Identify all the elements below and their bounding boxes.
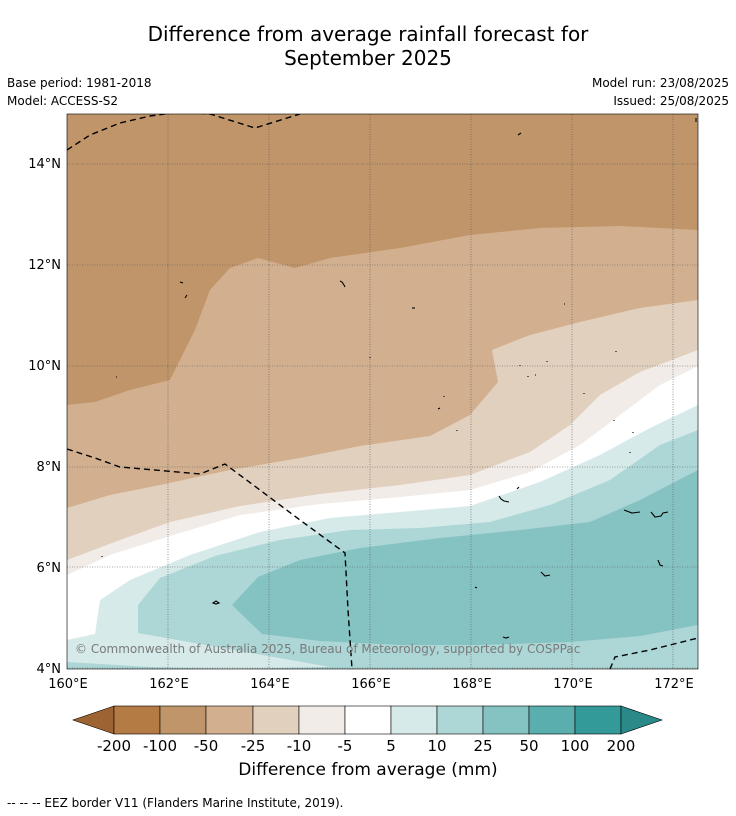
colorbar-tick: -50 (194, 737, 219, 755)
chart-title: Difference from average rainfall forecas… (0, 22, 736, 70)
meta-left: Base period: 1981-2018 Model: ACCESS-S2 (7, 74, 152, 110)
colorbar-segment (344, 705, 392, 735)
x-tick-164: 164°E (250, 677, 290, 692)
y-axis: 4°N 6°N 8°N 10°N 12°N 14°N (28, 157, 61, 677)
y-tick-6: 6°N (37, 561, 62, 576)
y-tick-10: 10°N (28, 359, 61, 374)
colorbar-segment (436, 705, 484, 735)
model-name: Model: ACCESS-S2 (7, 94, 119, 108)
colorbar-segment (205, 705, 254, 735)
colorbar-tick: 100 (561, 737, 590, 755)
colorbar-segment (528, 705, 576, 735)
band-plus50 (232, 470, 698, 645)
title-line-1: Difference from average rainfall forecas… (147, 22, 589, 46)
contour-fill: © Commonwealth of Australia 2025, Bureau… (67, 114, 698, 669)
colorbar-tick: -10 (287, 737, 312, 755)
x-tick-172: 172°E (654, 677, 694, 692)
colorbar-tick: -200 (97, 737, 131, 755)
rainfall-map: © Commonwealth of Australia 2025, Bureau… (28, 113, 699, 755)
colorbar-segment (390, 705, 438, 735)
base-period: Base period: 1981-2018 (7, 76, 152, 90)
x-tick-168: 168°E (452, 677, 492, 692)
colorbar-arrow-low (72, 705, 115, 735)
grid-lines (67, 114, 698, 669)
model-run: Model run: 23/08/2025 (591, 76, 729, 90)
colorbar-tick: 200 (607, 737, 636, 755)
x-tick-170: 170°E (553, 677, 593, 692)
eez-borders (67, 114, 698, 669)
colorbar: -200 -100 -50 -25 -10 -5 5 10 25 50 100 200 (72, 705, 663, 755)
map-frame (66, 113, 699, 670)
colorbar-segment (482, 705, 530, 735)
colorbar-segment (574, 705, 622, 735)
x-tick-162: 162°E (149, 677, 189, 692)
colorbar-tick: -100 (143, 737, 177, 755)
colorbar-segment (159, 705, 207, 735)
copyright-text: © Commonwealth of Australia 2025, Bureau… (75, 642, 580, 656)
x-tick-166: 166°E (351, 677, 391, 692)
colorbar-segment (298, 705, 346, 735)
colorbar-segment (113, 705, 161, 735)
y-tick-12: 12°N (28, 258, 61, 273)
y-tick-4: 4°N (37, 662, 62, 677)
title-line-2: September 2025 (284, 46, 452, 70)
colorbar-tick: 5 (386, 737, 396, 755)
colorbar-segment (252, 705, 300, 735)
y-tick-8: 8°N (37, 460, 62, 475)
meta-right: Model run: 23/08/2025 Issued: 25/08/2025 (592, 74, 729, 110)
colorbar-tick: -25 (241, 737, 266, 755)
footer-note: -- -- -- EEZ border V11 (Flanders Marine… (7, 796, 344, 810)
colorbar-label: Difference from average (mm) (238, 760, 498, 780)
y-tick-14: 14°N (28, 157, 61, 172)
colorbar-tick: -5 (338, 737, 353, 755)
x-tick-160: 160°E (48, 677, 88, 692)
colorbar-tick: 25 (473, 737, 492, 755)
islands (101, 118, 697, 639)
x-axis: 160°E 162°E 164°E 166°E 168°E 170°E 172°… (48, 677, 694, 692)
colorbar-arrow-high (620, 705, 663, 735)
colorbar-tick: 50 (519, 737, 538, 755)
colorbar-tick: 10 (427, 737, 446, 755)
issued-date: Issued: 25/08/2025 (613, 94, 729, 108)
